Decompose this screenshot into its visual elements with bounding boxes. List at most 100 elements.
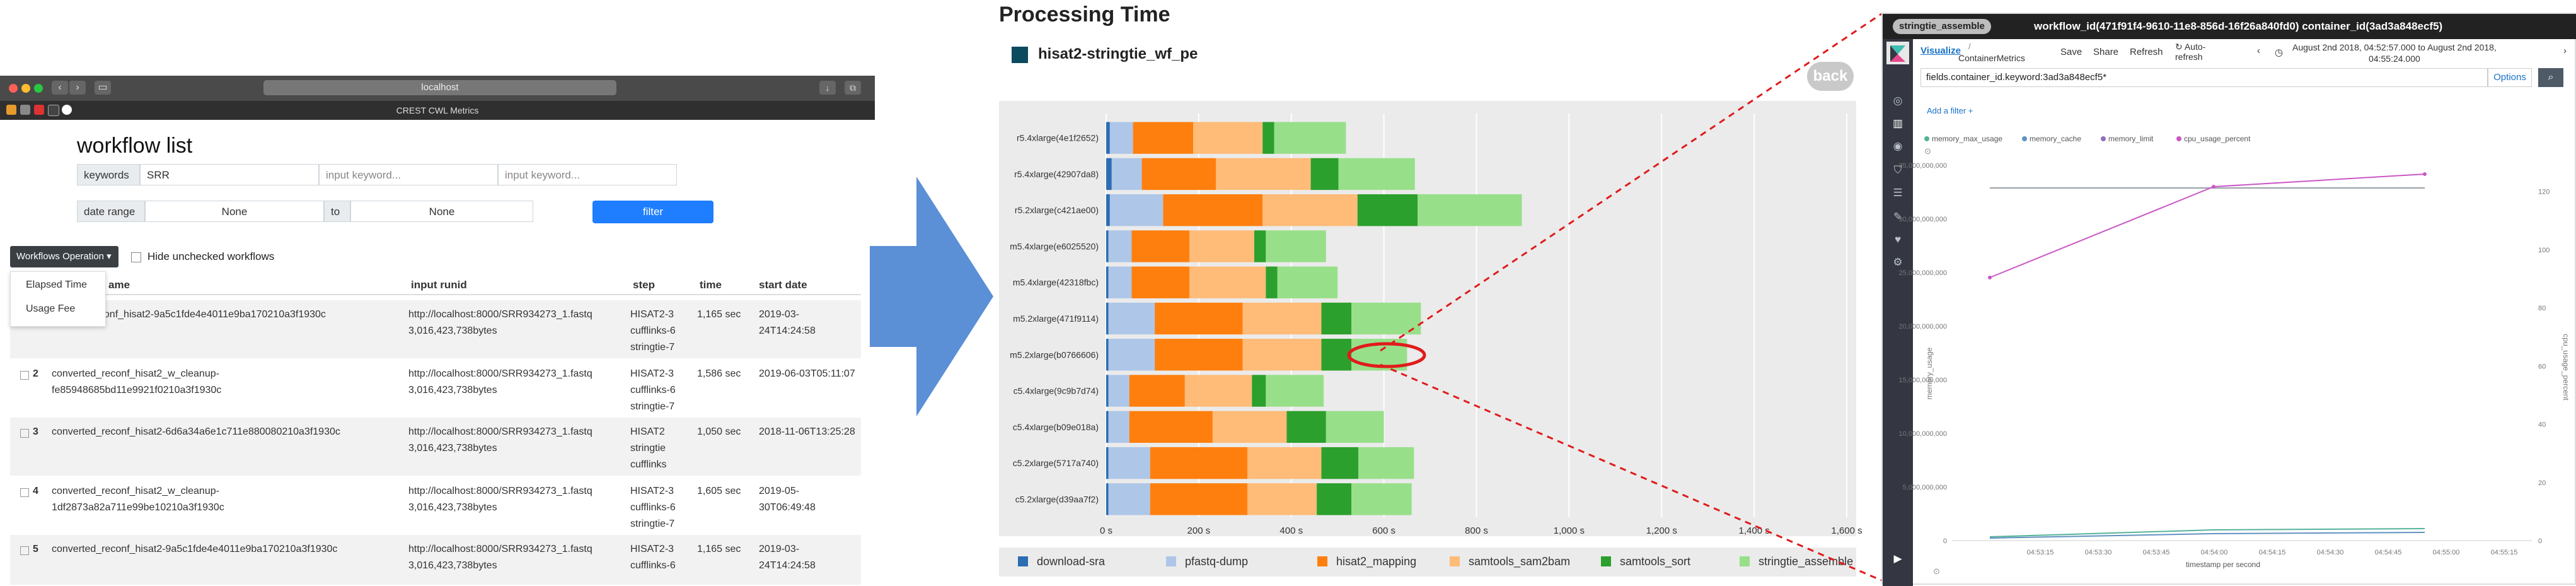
close-window-icon[interactable] — [9, 84, 18, 93]
bar-segment[interactable] — [1109, 194, 1164, 226]
table-row[interactable] — [10, 418, 861, 476]
gear-icon[interactable]: ⚙ — [1893, 256, 1903, 268]
bar-segment[interactable] — [1184, 375, 1252, 407]
bar-segment[interactable] — [1254, 230, 1266, 262]
workflows-operation-button[interactable]: Workflows Operation ▾ — [10, 246, 118, 267]
bar-segment[interactable] — [1106, 266, 1109, 298]
bar-segment[interactable] — [1106, 375, 1109, 407]
bar-segment[interactable] — [1155, 302, 1243, 335]
column-header-name[interactable]: ame — [108, 279, 130, 291]
bookmark-icon[interactable] — [20, 105, 30, 115]
kibana-logo-icon[interactable] — [1886, 42, 1909, 64]
bookmark-icon[interactable] — [6, 105, 16, 115]
cpu-usage-point[interactable] — [2212, 185, 2215, 189]
bar-segment[interactable] — [1150, 447, 1247, 479]
bar-segment[interactable] — [1108, 375, 1129, 407]
bar-segment[interactable] — [1108, 483, 1150, 515]
bar-segment[interactable] — [1326, 411, 1384, 443]
dashboard-icon[interactable]: ◉ — [1893, 140, 1903, 152]
bar-segment[interactable] — [1189, 266, 1266, 298]
bar-segment[interactable] — [1106, 122, 1110, 154]
discover-icon[interactable]: ◎ — [1893, 95, 1903, 107]
cpu-usage-line[interactable] — [1989, 173, 2425, 278]
bar-segment[interactable] — [1131, 266, 1190, 298]
bar-segment[interactable] — [1109, 122, 1133, 154]
bar-segment[interactable] — [1216, 158, 1311, 190]
bar-segment[interactable] — [1108, 230, 1132, 262]
bar-segment[interactable] — [1321, 302, 1352, 335]
checkbox-icon[interactable] — [131, 252, 141, 262]
legend-label[interactable]: hisat2_mapping — [1336, 555, 1416, 568]
bar-segment[interactable] — [1108, 302, 1155, 335]
bar-segment[interactable] — [1106, 339, 1109, 371]
bar-segment[interactable] — [1106, 230, 1109, 262]
legend-label[interactable]: cpu_usage_percent — [2184, 134, 2251, 143]
bar-segment[interactable] — [1111, 158, 1142, 190]
bar-segment[interactable] — [1358, 447, 1414, 479]
wrench-icon[interactable]: ✎ — [1893, 211, 1903, 223]
legend-label[interactable]: samtools_sort — [1620, 555, 1690, 568]
legend-label[interactable]: memory_max_usage — [1932, 134, 2002, 143]
minimize-window-icon[interactable] — [21, 84, 30, 93]
bar-segment[interactable] — [1277, 266, 1338, 298]
bar-segment[interactable] — [1357, 194, 1418, 226]
bar-segment[interactable] — [1286, 411, 1326, 443]
table-row[interactable] — [10, 535, 861, 585]
options-button[interactable]: Options — [2488, 68, 2532, 87]
legend-label[interactable]: memory_cache — [2030, 134, 2081, 143]
refresh-button[interactable]: Refresh — [2130, 47, 2163, 57]
auto-refresh-button[interactable]: ↻ Auto-refresh — [2175, 42, 2206, 62]
back-button[interactable]: back — [1807, 62, 1854, 91]
save-button[interactable]: Save — [2060, 47, 2082, 57]
menu-item-usage-fee[interactable]: Usage Fee — [26, 303, 76, 314]
sidebar-icon[interactable]: ▭ — [95, 81, 111, 95]
row-checkbox[interactable] — [20, 371, 29, 380]
memory-cache-line[interactable] — [1989, 532, 2425, 539]
bookmark-icon[interactable] — [48, 105, 59, 116]
bar-segment[interactable] — [1274, 122, 1346, 154]
bar-segment[interactable] — [1106, 447, 1109, 479]
bar-segment[interactable] — [1108, 411, 1129, 443]
monitoring-heart-icon[interactable]: ♥ — [1894, 233, 1902, 245]
bar-segment[interactable] — [1129, 375, 1185, 407]
date-from-input[interactable]: None — [145, 201, 324, 222]
hide-unchecked-toggle[interactable]: Hide unchecked workflows — [131, 247, 274, 266]
tab-title[interactable]: CREST CWL Metrics — [396, 105, 479, 115]
forward-arrow-icon[interactable]: › — [69, 81, 86, 95]
keyword-input-2[interactable]: input keyword... — [319, 164, 498, 185]
bar-segment[interactable] — [1338, 158, 1415, 190]
bar-segment[interactable] — [1133, 122, 1194, 154]
bar-segment[interactable] — [1321, 339, 1352, 371]
table-row[interactable] — [10, 300, 861, 358]
legend-label[interactable]: pfastq-dump — [1185, 555, 1248, 568]
query-input[interactable]: fields.container_id.keyword:3ad3a848ecf5… — [1920, 68, 2488, 87]
bar-segment[interactable] — [1317, 483, 1352, 515]
bar-segment[interactable] — [1351, 302, 1421, 335]
bar-segment[interactable] — [1108, 266, 1132, 298]
bar-segment[interactable] — [1106, 411, 1109, 443]
timelion-icon[interactable]: ⛉ — [1893, 164, 1902, 176]
column-header-step[interactable]: step — [633, 279, 655, 291]
devtools-list-icon[interactable]: ☰ — [1893, 187, 1903, 199]
column-header-time[interactable]: time — [700, 279, 722, 291]
legend-toggle-icon[interactable]: ⊙ — [1924, 146, 1931, 156]
bar-segment[interactable] — [1247, 483, 1317, 515]
tabs-icon[interactable]: ⧉ — [845, 81, 861, 95]
bar-segment[interactable] — [1242, 302, 1322, 335]
menu-item-elapsed-time[interactable]: Elapsed Time — [26, 279, 87, 290]
bar-segment[interactable] — [1266, 375, 1324, 407]
visualize-icon[interactable]: ▥ — [1892, 117, 1903, 129]
legend-label[interactable]: samtools_sam2bam — [1469, 555, 1570, 568]
legend-label[interactable]: download-sra — [1037, 555, 1106, 568]
share-button[interactable]: Share — [2093, 47, 2119, 57]
row-checkbox[interactable] — [20, 546, 29, 555]
bar-segment[interactable] — [1262, 194, 1358, 226]
keyword-input-3[interactable]: input keyword... — [498, 164, 677, 185]
bar-segment[interactable] — [1212, 411, 1287, 443]
date-range-picker[interactable]: August 2nd 2018, 04:52:57.000 to August … — [2292, 42, 2497, 64]
bar-segment[interactable] — [1108, 339, 1155, 371]
chevron-right-icon[interactable]: › — [2563, 45, 2567, 56]
bar-segment[interactable] — [1163, 194, 1263, 226]
row-checkbox[interactable] — [20, 429, 29, 438]
bar-segment[interactable] — [1131, 230, 1190, 262]
